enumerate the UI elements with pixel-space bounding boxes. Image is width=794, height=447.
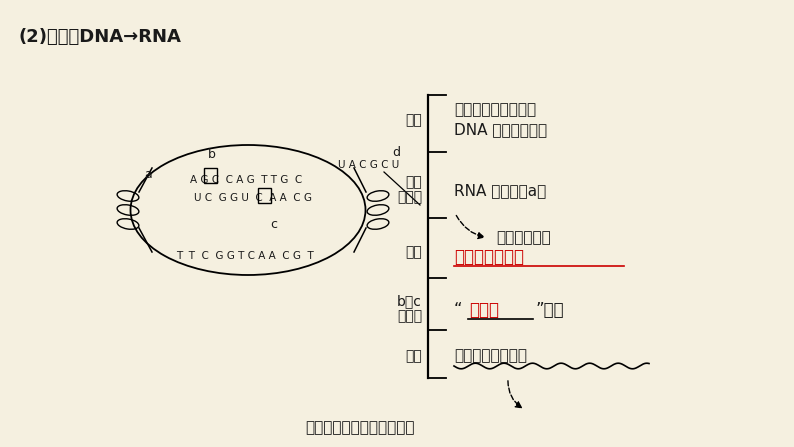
- Text: “: “: [454, 301, 462, 319]
- Text: 的差异: 的差异: [397, 309, 422, 323]
- Text: ”不同: ”不同: [536, 301, 565, 319]
- Text: c: c: [271, 218, 277, 231]
- Text: 哺乳动物成熟的红细胞除外: 哺乳动物成熟的红细胞除外: [305, 421, 414, 435]
- Text: d: d: [392, 146, 400, 159]
- Text: DNA 存在处均可）: DNA 存在处均可）: [454, 122, 547, 138]
- Bar: [258, 188, 271, 203]
- Text: 一种: 一种: [405, 175, 422, 189]
- Text: T  T  C  G G T C A A  C G  T: T T C G G T C A A C G T: [176, 251, 314, 261]
- Text: 范围: 范围: [405, 349, 422, 363]
- Bar: [204, 168, 217, 183]
- Text: 原料: 原料: [405, 245, 422, 259]
- Text: 四种核糖核苷酸: 四种核糖核苷酸: [454, 248, 524, 266]
- Text: (2)转录：DNA→RNA: (2)转录：DNA→RNA: [18, 28, 181, 46]
- Text: 重要醂: 重要醂: [397, 190, 422, 204]
- Text: 五碳糖: 五碳糖: [469, 301, 499, 319]
- Text: 几乎所有的活细胞: 几乎所有的活细胞: [454, 349, 527, 363]
- Text: U C  G G U  C  A A  C G: U C G G U C A A C G: [194, 193, 312, 203]
- Text: a: a: [145, 169, 152, 181]
- Text: 主要在细胞核（其他: 主要在细胞核（其他: [454, 102, 536, 118]
- Text: A G C  C A G  T T G  C: A G C C A G T T G C: [190, 175, 303, 185]
- Text: U A C G C U: U A C G C U: [338, 160, 399, 170]
- Text: 场所: 场所: [405, 113, 422, 127]
- Text: b与c: b与c: [397, 294, 422, 308]
- Text: b: b: [208, 148, 216, 160]
- Text: RNA 聤合醂（a）: RNA 聤合醂（a）: [454, 184, 546, 198]
- Text: 不需要解旋醂: 不需要解旋醂: [496, 231, 551, 245]
